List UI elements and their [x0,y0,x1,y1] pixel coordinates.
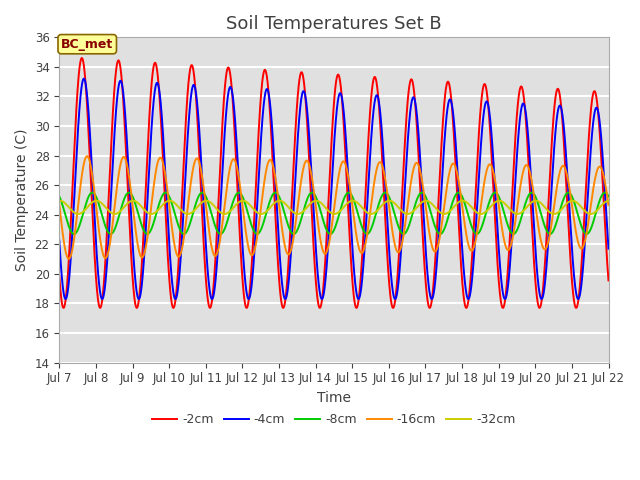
-4cm [56,238,63,243]
-16cm [65,256,73,262]
-4cm [118,82,126,88]
-16cm [594,165,602,171]
-8cm [290,231,298,237]
-2cm [56,273,63,279]
Legend: -2cm, -4cm, -8cm, -16cm, -32cm: -2cm, -4cm, -8cm, -16cm, -32cm [147,408,520,431]
Y-axis label: Soil Temperature (C): Soil Temperature (C) [15,129,29,271]
-32cm [118,207,125,213]
-8cm [535,204,543,209]
-32cm [605,198,612,204]
X-axis label: Time: Time [317,391,351,405]
-2cm [535,304,543,310]
-8cm [594,203,602,208]
Line: -16cm: -16cm [60,156,609,259]
-16cm [56,202,63,207]
-4cm [80,76,88,82]
-4cm [151,89,159,95]
-32cm [266,205,274,211]
-2cm [170,305,177,311]
-2cm [151,60,159,66]
-32cm [495,198,503,204]
-16cm [290,231,298,237]
-4cm [605,246,612,252]
-2cm [290,153,298,159]
-8cm [605,193,612,199]
-2cm [78,55,86,61]
Line: -32cm: -32cm [60,201,609,214]
-32cm [477,211,484,217]
-8cm [345,190,353,195]
-2cm [594,108,602,114]
-2cm [266,114,274,120]
-4cm [266,103,274,108]
-32cm [150,210,158,216]
Text: BC_met: BC_met [61,38,113,51]
-8cm [118,203,125,209]
-2cm [605,277,612,283]
-8cm [150,217,158,223]
-8cm [266,198,274,204]
-4cm [290,198,298,204]
-4cm [594,108,602,114]
-32cm [56,198,63,204]
-2cm [118,81,126,87]
-8cm [56,193,63,199]
-16cm [118,156,126,161]
-32cm [535,199,543,204]
-4cm [244,296,252,302]
-8cm [326,231,334,237]
Line: -8cm: -8cm [60,192,609,234]
-32cm [290,210,298,216]
-16cm [535,227,543,233]
-32cm [594,206,602,212]
Title: Soil Temperatures Set B: Soil Temperatures Set B [226,15,442,33]
Line: -2cm: -2cm [60,58,609,308]
-16cm [151,175,159,180]
-16cm [266,157,274,163]
-16cm [83,153,91,159]
-4cm [535,286,543,292]
Line: -4cm: -4cm [60,79,609,299]
-16cm [605,202,612,208]
